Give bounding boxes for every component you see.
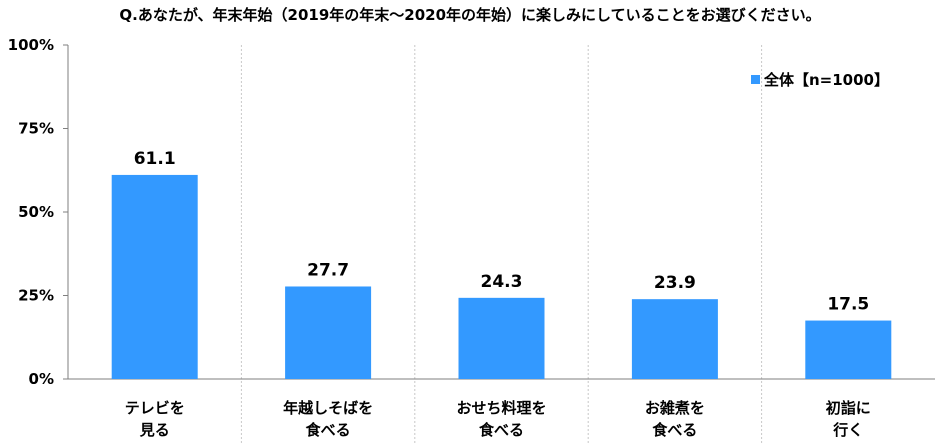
legend: 全体【n=1000】 bbox=[751, 71, 889, 89]
category-label: 食べる bbox=[652, 421, 697, 439]
value-labels: 61.1 27.7 24.3 23.9 17.5 bbox=[134, 149, 870, 315]
value-label: 24.3 bbox=[481, 272, 523, 292]
category-label: 見る bbox=[139, 421, 170, 439]
category-label: おせち料理を bbox=[456, 399, 546, 417]
y-tick-label: 75% bbox=[18, 120, 54, 138]
y-tick-label: 0% bbox=[29, 370, 54, 388]
category-label: 食べる bbox=[306, 421, 351, 439]
chart-title: Q.あなたが、年末年始（2019年の年末～2020年の年始）に楽しみにしているこ… bbox=[119, 6, 820, 24]
legend-label: 全体【n=1000】 bbox=[763, 71, 889, 89]
value-label: 61.1 bbox=[134, 149, 176, 169]
category-label: 食べる bbox=[479, 421, 524, 439]
bar bbox=[631, 299, 718, 379]
legend-swatch bbox=[751, 75, 760, 84]
y-tick-label: 100% bbox=[8, 36, 54, 54]
category-label: テレビを bbox=[125, 399, 185, 417]
bar bbox=[285, 286, 372, 379]
bars bbox=[111, 174, 892, 379]
y-tick-label: 25% bbox=[18, 287, 54, 305]
bar bbox=[111, 174, 198, 379]
bar bbox=[805, 320, 892, 379]
value-label: 23.9 bbox=[654, 273, 696, 293]
category-label: お雑煮を bbox=[645, 399, 705, 417]
value-label: 17.5 bbox=[827, 295, 869, 315]
y-axis: 0% 25% 50% 75% 100% bbox=[8, 36, 935, 388]
category-label: 年越しそばを bbox=[283, 399, 373, 417]
category-separators bbox=[240, 45, 763, 443]
category-label: 初詣に bbox=[826, 399, 871, 417]
category-label: 行く bbox=[832, 421, 863, 439]
y-tick-label: 50% bbox=[18, 203, 54, 221]
value-label: 27.7 bbox=[307, 260, 349, 280]
bar bbox=[458, 297, 545, 379]
